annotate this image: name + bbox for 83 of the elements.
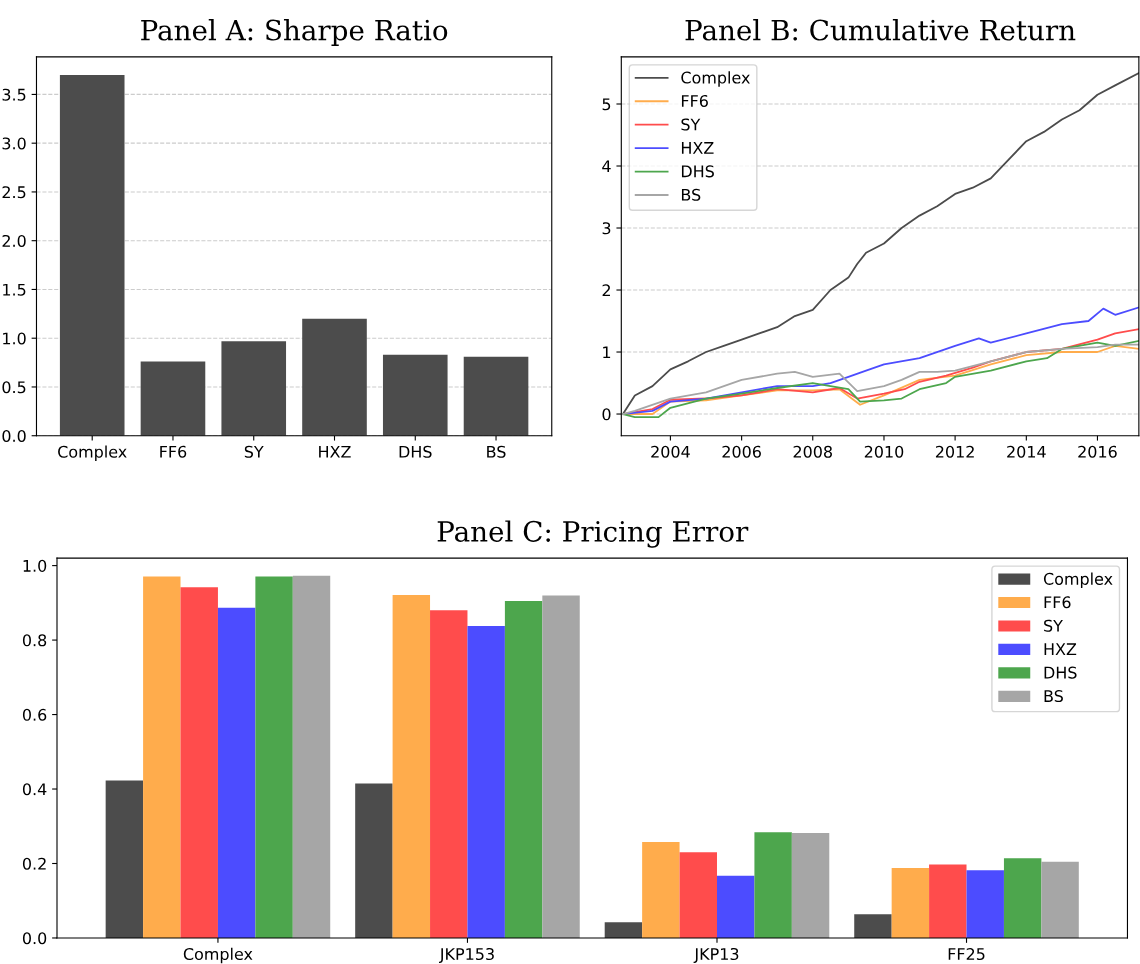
bar xyxy=(382,354,448,436)
y-tick-label: 2.5 xyxy=(2,186,26,199)
legend-label: FF6 xyxy=(681,94,708,108)
x-tick-label: FF25 xyxy=(948,947,985,961)
bar xyxy=(180,587,218,938)
chart-title: Panel C: Pricing Error xyxy=(437,520,749,548)
x-tick-label: BS xyxy=(487,445,506,458)
y-tick-label: 0.5 xyxy=(2,381,26,394)
x-tick-label: JKP153 xyxy=(438,947,494,964)
bar xyxy=(217,607,256,938)
x-tick-label: JKP13 xyxy=(693,947,739,964)
y-tick-label: 4 xyxy=(602,160,611,173)
bar xyxy=(854,914,892,938)
bar xyxy=(966,870,1004,938)
bar xyxy=(392,595,431,938)
bar xyxy=(355,783,393,938)
x-tick-label: DHS xyxy=(399,445,432,458)
y-tick-label: 0.0 xyxy=(22,932,47,945)
bar xyxy=(754,832,792,938)
bar xyxy=(1041,861,1079,938)
y-tick-label: 2 xyxy=(602,284,610,297)
y-tick-label: 1.5 xyxy=(3,283,26,296)
y-tick-label: 5 xyxy=(602,98,611,111)
x-tick-label: Complex xyxy=(183,947,253,964)
bar xyxy=(430,610,468,938)
legend-label: HXZ xyxy=(1044,643,1077,655)
bar xyxy=(929,864,967,938)
chart-title: Panel A: Sharpe Ratio xyxy=(141,19,448,46)
y-tick-label: 1.0 xyxy=(3,332,26,345)
y-tick-label: 0.2 xyxy=(22,857,46,870)
x-tick-label: 2004 xyxy=(651,445,690,458)
y-tick-label: 0 xyxy=(602,408,611,421)
y-tick-label: 3.5 xyxy=(2,88,26,101)
bar xyxy=(642,841,680,938)
x-tick-label: 2012 xyxy=(935,445,974,458)
legend-label: Complex xyxy=(1043,572,1113,588)
y-tick-label: 1 xyxy=(603,346,611,359)
legend-label: HXZ xyxy=(681,142,714,154)
y-tick-label: 1.0 xyxy=(23,559,47,572)
y-tick-label: 0.0 xyxy=(2,429,26,443)
x-tick-label: 2014 xyxy=(1007,445,1046,458)
bar xyxy=(716,875,755,938)
y-tick-label: 3.0 xyxy=(2,137,26,150)
bar xyxy=(463,356,529,436)
legend-label: FF6 xyxy=(1044,596,1071,609)
bar xyxy=(255,576,293,938)
y-tick-label: 3 xyxy=(602,222,611,235)
x-tick-label: SY xyxy=(244,445,264,458)
y-tick-label: 0.8 xyxy=(22,634,47,647)
x-tick-label: HXZ xyxy=(319,445,351,458)
y-tick-label: 2.0 xyxy=(2,234,26,247)
x-tick-label: 2008 xyxy=(793,445,832,458)
x-tick-label: Complex xyxy=(58,445,127,461)
y-tick-label: 0.6 xyxy=(22,708,47,721)
bar xyxy=(292,575,331,938)
bar xyxy=(143,576,181,938)
bar xyxy=(467,625,505,938)
bar xyxy=(679,852,717,938)
legend-label: BS xyxy=(681,188,701,201)
x-tick-label: FF6 xyxy=(160,445,187,458)
legend-label: BS xyxy=(1044,690,1063,703)
bar xyxy=(140,361,206,436)
bar xyxy=(1003,858,1042,938)
bar xyxy=(891,867,930,938)
legend-label: DHS xyxy=(1044,666,1077,679)
chart-title: Panel B: Cumulative Return xyxy=(685,19,1076,41)
bar xyxy=(221,341,287,436)
bar xyxy=(604,922,643,938)
legend-label: DHS xyxy=(681,165,714,178)
bar xyxy=(504,600,543,938)
y-tick-label: 0.4 xyxy=(22,783,47,796)
bar xyxy=(105,780,144,938)
x-tick-label: 2010 xyxy=(864,445,904,458)
x-tick-label: 2006 xyxy=(722,445,761,458)
legend-label: Complex xyxy=(681,71,750,87)
legend-label: SY xyxy=(1044,619,1063,632)
bar xyxy=(302,318,367,436)
bar xyxy=(791,832,830,938)
bar xyxy=(542,595,580,938)
x-tick-label: 2016 xyxy=(1078,445,1117,458)
legend-label: SY xyxy=(681,118,701,131)
line-series xyxy=(622,72,1139,415)
bar xyxy=(59,74,125,436)
